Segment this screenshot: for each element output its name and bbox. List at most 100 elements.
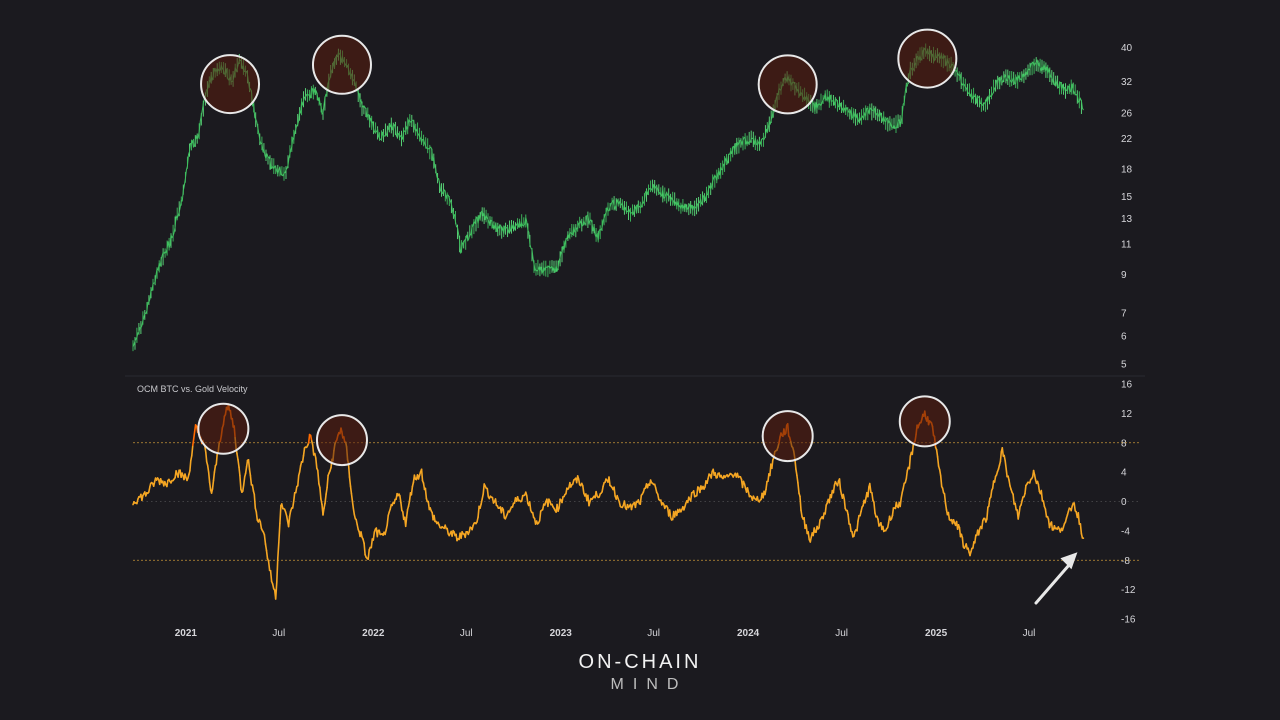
velocity-segment — [613, 486, 616, 497]
velocity-segment — [805, 524, 809, 535]
velocity-segment — [911, 444, 915, 456]
velocity-segment — [832, 484, 836, 494]
velocity-segment — [765, 480, 768, 491]
velocity-segment — [1018, 505, 1021, 514]
velocity-segment — [253, 493, 257, 509]
velocity-segment — [372, 531, 376, 541]
velocity-segment — [480, 498, 484, 506]
velocity-segment — [947, 511, 951, 521]
velocity-segment — [274, 581, 278, 600]
velocity-segment — [323, 502, 326, 510]
velocity-segment — [1017, 511, 1021, 520]
velocity-segment — [166, 479, 169, 488]
velocity-y-tick-label: 0 — [1121, 497, 1127, 508]
velocity-segment — [189, 459, 192, 472]
velocity-segment — [348, 476, 352, 488]
velocity-segment — [237, 458, 240, 469]
velocity-segment — [502, 508, 506, 519]
velocity-segment — [244, 465, 248, 475]
velocity-segment — [269, 569, 273, 583]
velocity-segment — [993, 475, 997, 483]
peak-circle — [757, 54, 818, 115]
price-y-tick-label: 13 — [1121, 214, 1133, 225]
x-tick-label: Jul — [835, 628, 848, 639]
velocity-segment — [807, 531, 811, 541]
velocity-segment — [1004, 460, 1008, 470]
velocity-segment — [706, 477, 709, 485]
velocity-segment — [999, 451, 1003, 463]
velocity-segment — [355, 518, 359, 526]
price-pane: 40 32 26 22 18 15 13 11 9 7 6 5 — [132, 28, 1133, 371]
velocity-segment — [279, 504, 282, 525]
velocity-segment — [320, 498, 323, 506]
velocity-segment — [287, 515, 291, 528]
velocity-segment — [291, 500, 295, 509]
peak-circle — [761, 410, 814, 463]
velocity-segment — [352, 507, 356, 516]
velocity-segment — [307, 433, 311, 444]
velocity-segment — [464, 530, 468, 539]
velocity-segment — [322, 507, 325, 516]
velocity-segment — [525, 494, 529, 505]
velocity-segment — [192, 430, 196, 440]
peak-circle — [197, 402, 250, 455]
velocity-segment — [1044, 508, 1048, 518]
price-y-axis: 40 32 26 22 18 15 13 11 9 7 6 5 — [1121, 43, 1133, 371]
velocity-segment — [1005, 468, 1008, 478]
velocity-segment — [528, 501, 532, 512]
arrow-icon — [1034, 552, 1078, 605]
velocity-segment — [980, 519, 984, 530]
velocity-segment — [561, 496, 564, 504]
velocity-segment — [349, 485, 353, 495]
velocity-peak-markers — [197, 395, 951, 467]
velocity-y-tick-label: -12 — [1121, 585, 1136, 596]
velocity-y-tick-label: 12 — [1121, 409, 1133, 420]
velocity-segment — [326, 474, 329, 489]
x-tick-label: 2023 — [550, 628, 573, 639]
velocity-segment — [319, 486, 322, 500]
peak-circle — [311, 34, 372, 95]
x-tick-label: Jul — [1023, 628, 1036, 639]
velocity-segment — [494, 498, 498, 507]
velocity-segment — [935, 448, 939, 458]
velocity-segment — [581, 484, 585, 494]
velocity-segment — [986, 506, 989, 520]
velocity-segment — [601, 485, 604, 493]
velocity-segment — [309, 434, 313, 442]
velocity-segment — [347, 462, 351, 478]
velocity-segment — [482, 483, 486, 495]
velocity-segment — [242, 484, 245, 492]
velocity-segment — [961, 536, 965, 548]
velocity-segment — [236, 452, 239, 461]
velocity-segment — [208, 481, 212, 491]
velocity-segment — [407, 500, 411, 508]
price-y-tick-label: 6 — [1121, 332, 1127, 343]
velocity-segment — [446, 527, 450, 535]
velocity-segment — [639, 494, 643, 506]
velocity-segment — [400, 501, 403, 512]
velocity-segment — [477, 505, 480, 518]
velocity-y-tick-label: 8 — [1121, 438, 1127, 449]
x-tick-label: 2025 — [925, 628, 948, 639]
price-y-tick-label: 5 — [1121, 360, 1127, 371]
velocity-segment — [1014, 502, 1018, 511]
price-y-tick-label: 7 — [1121, 308, 1127, 319]
velocity-segment — [486, 487, 490, 498]
velocity-segment — [314, 457, 318, 470]
price-y-tick-label: 15 — [1121, 192, 1133, 203]
velocity-segment — [376, 529, 380, 538]
price-line — [132, 47, 1084, 347]
x-axis: 2021 Jul 2022 Jul 2023 Jul 2024 Jul 2025 Jul — [175, 628, 1036, 639]
velocity-y-tick-label: 4 — [1121, 468, 1127, 479]
velocity-segment — [900, 491, 904, 499]
velocity-segment — [692, 490, 696, 498]
velocity-segment — [977, 528, 981, 536]
peak-circle — [315, 414, 368, 467]
velocity-segment — [255, 511, 259, 522]
velocity-segment — [277, 522, 281, 544]
velocity-segment — [191, 444, 194, 457]
velocity-segment — [1037, 483, 1041, 493]
velocity-segment — [276, 541, 280, 560]
velocity-segment — [294, 485, 298, 494]
